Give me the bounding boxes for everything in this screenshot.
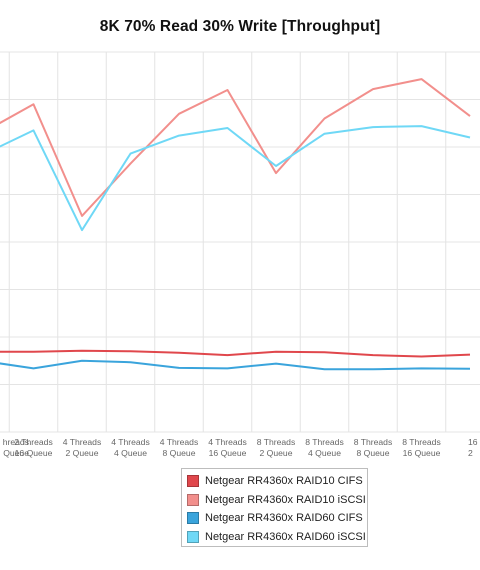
legend-swatch — [187, 530, 199, 543]
x-tick-label: 2 Threads — [14, 437, 53, 447]
x-tick-label: 16 Queue — [209, 448, 247, 458]
x-tick-label: 8 Queue — [163, 448, 196, 458]
x-tick-label: 2 Queue — [66, 448, 99, 458]
grid — [0, 51, 480, 433]
x-tick-label: 8 Threads — [354, 437, 393, 447]
x-tick-label: 16 Queue — [15, 448, 53, 458]
series-lines — [0, 78, 471, 371]
legend-label: Netgear RR4360x RAID60 CIFS — [205, 512, 363, 525]
x-tick-label: Queue — [3, 448, 29, 458]
x-tick-label: 4 Queue — [308, 448, 341, 458]
legend-item: Netgear RR4360x RAID60 CIFS — [187, 509, 367, 528]
x-tick-label: 2 Queue — [260, 448, 293, 458]
legend: Netgear RR4360x RAID10 CIFS Netgear RR436… — [181, 468, 368, 547]
x-tick-label: 16 — [468, 437, 478, 447]
chart-title: 8K 70% Read 30% Write [Throughput] — [99, 18, 381, 35]
legend-label: Netgear RR4360x RAID60 iSCSI — [205, 530, 366, 543]
x-tick-label: 16 Queue — [403, 448, 441, 458]
legend-swatch — [187, 512, 199, 525]
series-line-4 — [0, 125, 471, 232]
series-line-3 — [0, 359, 471, 371]
legend-item: Netgear RR4360x RAID60 iSCSI — [187, 528, 367, 547]
legend-label: Netgear RR4360x RAID10 CIFS — [205, 475, 363, 488]
x-tick-label: 8 Threads — [402, 437, 441, 447]
x-tick-label: 4 Threads — [63, 437, 102, 447]
x-tick-label: 4 Threads — [208, 437, 247, 447]
x-tick-label: 8 Queue — [357, 448, 390, 458]
legend-swatch — [187, 493, 199, 506]
series-line-2 — [0, 78, 471, 217]
series-line-1 — [0, 349, 471, 358]
x-tick-label: 8 Threads — [257, 437, 296, 447]
legend-label: Netgear RR4360x RAID10 iSCSI — [205, 493, 366, 506]
legend-item: Netgear RR4360x RAID10 iSCSI — [187, 491, 367, 510]
x-tick-label: 2 — [468, 448, 473, 458]
x-tick-label: 4 Queue — [114, 448, 147, 458]
x-tick-label: 4 Threads — [111, 437, 150, 447]
legend-item: Netgear RR4360x RAID10 CIFS — [187, 472, 367, 491]
legend-swatch — [187, 475, 199, 488]
x-tick-label: 8 Threads — [305, 437, 344, 447]
x-tick-label: 4 Threads — [160, 437, 199, 447]
x-tick-label: hreads — [3, 437, 29, 447]
